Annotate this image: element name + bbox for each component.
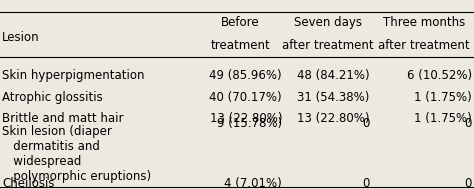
- Text: Cheilosis: Cheilosis: [2, 177, 55, 189]
- Text: 0: 0: [464, 177, 472, 189]
- Text: 13 (22.80%): 13 (22.80%): [210, 112, 282, 125]
- Text: after treatment: after treatment: [378, 39, 470, 52]
- Text: Atrophic glossitis: Atrophic glossitis: [2, 91, 103, 104]
- Text: 4 (7.01%): 4 (7.01%): [224, 177, 282, 189]
- Text: Skin hyperpigmentation: Skin hyperpigmentation: [2, 69, 145, 82]
- Text: 6 (10.52%): 6 (10.52%): [407, 69, 472, 82]
- Text: 49 (85.96%): 49 (85.96%): [210, 69, 282, 82]
- Text: Skin lesion (diaper
   dermatitis and
   widespread
   polymorphic eruptions): Skin lesion (diaper dermatitis and wides…: [2, 125, 152, 183]
- Text: Brittle and matt hair: Brittle and matt hair: [2, 112, 124, 125]
- Text: Before: Before: [221, 16, 260, 29]
- Text: 1 (1.75%): 1 (1.75%): [414, 91, 472, 104]
- Text: 48 (84.21%): 48 (84.21%): [297, 69, 370, 82]
- Text: 40 (70.17%): 40 (70.17%): [210, 91, 282, 104]
- Text: Three months: Three months: [383, 16, 465, 29]
- Text: 0: 0: [362, 177, 370, 189]
- Text: treatment: treatment: [210, 39, 271, 52]
- Text: Lesion: Lesion: [2, 31, 40, 44]
- Text: 0: 0: [362, 117, 370, 130]
- Text: 1 (1.75%): 1 (1.75%): [414, 112, 472, 125]
- Text: 9 (15.78%): 9 (15.78%): [217, 117, 282, 130]
- Text: 0: 0: [464, 117, 472, 130]
- Text: 13 (22.80%): 13 (22.80%): [297, 112, 370, 125]
- Text: after treatment: after treatment: [283, 39, 374, 52]
- Text: Seven days: Seven days: [294, 16, 362, 29]
- Text: 31 (54.38%): 31 (54.38%): [297, 91, 370, 104]
